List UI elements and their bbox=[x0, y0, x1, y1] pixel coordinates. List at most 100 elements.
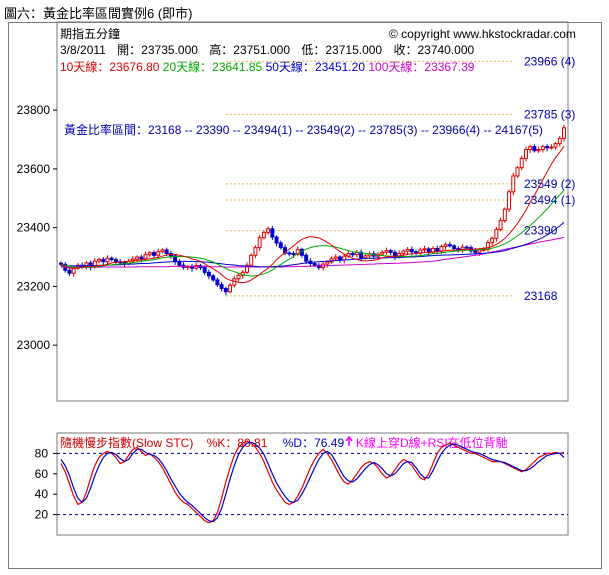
candle-body bbox=[105, 257, 110, 263]
candle-body bbox=[139, 256, 144, 260]
candle-body bbox=[359, 251, 364, 259]
ohlc-open-label: 開： bbox=[117, 43, 141, 57]
candle-body bbox=[135, 256, 140, 260]
main-plot-area bbox=[56, 21, 569, 402]
candle-body bbox=[464, 246, 469, 249]
candle-body bbox=[502, 208, 507, 222]
candle-body bbox=[278, 242, 283, 249]
main-chart-title: 期指五分鐘 bbox=[60, 26, 120, 41]
candle-body bbox=[249, 254, 254, 266]
candle-body bbox=[245, 264, 249, 273]
figure-title: 圖六：黃金比率區間實例6 (即市) bbox=[4, 6, 193, 21]
signal-legend: K線上穿D線+RSI在低位背馳 bbox=[345, 435, 508, 450]
candle-body bbox=[113, 259, 118, 263]
stc-y-tick-label: 80 bbox=[35, 446, 49, 460]
stc-d-value: 76.49 bbox=[314, 436, 344, 450]
stc-legend: 隨機慢步指數(Slow STC) %K：80.81 %D：76.49 bbox=[60, 435, 344, 450]
candle-body bbox=[422, 248, 427, 251]
candle-body bbox=[545, 146, 550, 149]
ma50-line bbox=[61, 222, 565, 268]
y-tick-label: 23200 bbox=[17, 279, 51, 293]
fib-caption: 黃金比率區間：23168 -- 23390 -- 23494(1) -- 235… bbox=[64, 122, 543, 137]
candle-body bbox=[477, 249, 482, 253]
ohlc-low: 23715.000 bbox=[325, 43, 382, 57]
fib-level-label: 23168 bbox=[524, 289, 558, 303]
y-tick-label: 23400 bbox=[17, 221, 51, 235]
candle-body bbox=[152, 252, 156, 256]
ma10-value: 23676.80 bbox=[109, 60, 159, 74]
fib-level-label: 23785 (3) bbox=[524, 108, 575, 122]
ma20-value: 23641.85 bbox=[212, 60, 262, 74]
candle-body bbox=[325, 261, 330, 265]
ma10-line bbox=[60, 146, 565, 284]
candle-body bbox=[401, 250, 406, 255]
candle-body bbox=[71, 267, 76, 274]
stc-y-tick-label: 40 bbox=[35, 487, 49, 501]
candle-body bbox=[261, 231, 266, 239]
candle-body bbox=[490, 237, 495, 244]
candle-body bbox=[473, 250, 478, 253]
candle-body bbox=[274, 236, 279, 244]
ohlc-high: 23751.000 bbox=[233, 43, 290, 57]
ma-legend: 10天線：23676.80 20天線：23641.85 50天線：23451.2… bbox=[60, 59, 475, 74]
stc-line-d bbox=[60, 441, 565, 523]
ma50-name: 50天線 bbox=[266, 59, 303, 74]
candle-body bbox=[333, 256, 338, 260]
fib-level-label: 23966 (4) bbox=[524, 54, 575, 68]
fib-level-label: 23390 bbox=[524, 224, 558, 238]
candle-body bbox=[304, 254, 309, 262]
ohlc-close: 23740.000 bbox=[417, 43, 474, 57]
copyright-text: © copyright www.hkstockradar.com bbox=[389, 27, 576, 41]
candle-body bbox=[202, 267, 207, 273]
candle-body bbox=[553, 143, 558, 148]
stc-d-label: %D： bbox=[283, 436, 314, 450]
stc-line-k bbox=[60, 440, 565, 524]
candle-body bbox=[532, 146, 537, 152]
candle-body bbox=[228, 284, 233, 293]
candle-body bbox=[109, 257, 114, 261]
candle-body bbox=[494, 228, 499, 239]
ma20-line bbox=[60, 189, 565, 277]
candle-body bbox=[549, 146, 554, 149]
ma100-name: 100天線 bbox=[368, 59, 412, 74]
candle-body bbox=[101, 258, 106, 263]
ma100-value: 23367.39 bbox=[424, 60, 474, 74]
y-tick-label: 23000 bbox=[17, 338, 51, 352]
candle-body bbox=[219, 284, 224, 289]
candle-body bbox=[156, 251, 161, 256]
candle-body bbox=[435, 248, 440, 252]
candle-body bbox=[557, 137, 562, 145]
candle-body bbox=[160, 249, 165, 253]
candle-body bbox=[562, 127, 566, 139]
candle-body bbox=[485, 242, 490, 250]
candle-body bbox=[147, 252, 152, 256]
candle-body bbox=[291, 253, 296, 256]
ohlc-date: 3/8/2011 bbox=[60, 43, 106, 57]
candle-body bbox=[523, 149, 528, 159]
candle-body bbox=[342, 255, 347, 261]
stc-y-tick-label: 60 bbox=[35, 467, 49, 481]
candle-body bbox=[540, 146, 545, 151]
candle-body bbox=[511, 175, 516, 193]
candle-body bbox=[177, 260, 182, 266]
stc-y-tick-label: 20 bbox=[35, 508, 49, 522]
up-arrow-icon bbox=[345, 435, 353, 446]
candle-body bbox=[287, 252, 292, 255]
stc-plot-area bbox=[56, 432, 569, 536]
candle-body bbox=[206, 271, 211, 277]
candle-body bbox=[388, 250, 393, 253]
candle-body bbox=[270, 228, 275, 238]
fib-level-label: 23494 (1) bbox=[524, 193, 575, 207]
ohlc-low-label: 低： bbox=[301, 43, 325, 57]
y-tick-label: 23600 bbox=[17, 162, 51, 176]
candle-body bbox=[164, 249, 169, 255]
candle-body bbox=[223, 287, 228, 293]
y-tick-label: 23800 bbox=[17, 103, 51, 117]
candle-body bbox=[380, 251, 385, 255]
candle-body bbox=[447, 244, 452, 247]
signal-text: K線上穿D線+RSI在低位背馳 bbox=[356, 435, 508, 450]
candle-body bbox=[443, 244, 448, 247]
ma10-name: 10天線 bbox=[60, 59, 97, 74]
ohlc-close-label: 收： bbox=[393, 43, 417, 57]
candle-body bbox=[295, 248, 300, 255]
